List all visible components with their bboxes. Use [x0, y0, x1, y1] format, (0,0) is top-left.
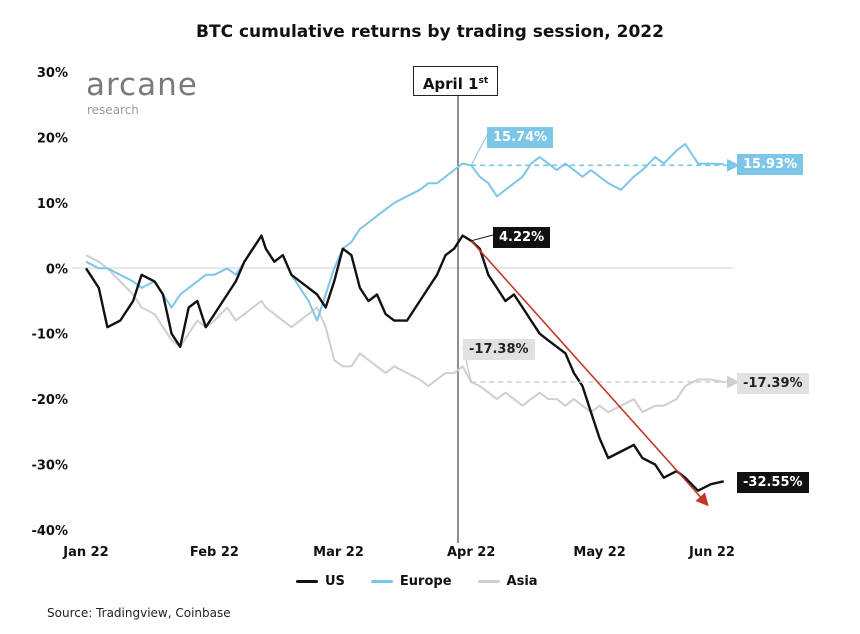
europe-start-connector	[470, 134, 488, 166]
x-tick-label: Feb 22	[190, 545, 239, 560]
chart-title: BTC cumulative returns by trading sessio…	[196, 22, 664, 42]
series-line-europe	[85, 143, 724, 322]
y-tick-label: 20%	[37, 131, 68, 146]
april-label: April 1	[422, 75, 479, 93]
us-trend-arrow	[470, 240, 709, 507]
legend-swatch-asia	[477, 580, 500, 583]
y-axis: 30% 20% 10% 0% -10% -20% -30% -40%	[31, 66, 68, 539]
legend-swatch-us	[296, 580, 318, 583]
y-tick-label: 30%	[37, 66, 68, 81]
legend-item-europe[interactable]: Europe	[370, 574, 452, 589]
x-tick-label: Jun 22	[688, 545, 735, 560]
europe-end-label: 15.93%	[737, 154, 804, 175]
series-line-asia	[85, 254, 724, 414]
us-end-label: -32.55%	[737, 472, 809, 493]
x-tick-label: May 22	[573, 545, 625, 560]
y-tick-label: -30%	[31, 459, 68, 474]
europe-start-label: 15.74%	[487, 127, 554, 148]
series-lines	[84, 143, 724, 492]
april-first-box: April 1st	[413, 66, 498, 96]
annotation-overlays	[462, 134, 740, 507]
y-tick-label: -20%	[31, 393, 68, 408]
legend-label-asia: Asia	[506, 574, 538, 589]
legend-swatch-europe	[370, 580, 393, 583]
y-tick-label: -40%	[31, 524, 68, 539]
x-tick-label: Apr 22	[447, 545, 495, 560]
legend-item-us[interactable]: US	[296, 574, 345, 589]
x-tick-label: Mar 22	[313, 545, 364, 560]
us-start-connector	[471, 234, 494, 242]
april-sup: st	[478, 76, 489, 86]
legend-label-us: US	[325, 574, 345, 589]
arcane-logo: arcane research	[86, 67, 198, 118]
x-axis: Jan 22 Feb 22 Mar 22 Apr 22 May 22 Jun 22	[62, 545, 735, 560]
y-tick-label: 0%	[46, 262, 68, 277]
asia-start-label: -17.38%	[463, 339, 535, 360]
logo-wordmark: arcane	[86, 67, 198, 103]
series-line-us	[84, 234, 724, 492]
x-tick-label: Jan 22	[62, 545, 108, 560]
y-tick-label: 10%	[37, 197, 68, 212]
source-note: Source: Tradingview, Coinbase	[47, 606, 231, 620]
y-tick-label: -10%	[31, 328, 68, 343]
asia-end-label: -17.39%	[737, 373, 809, 394]
logo-subtitle: research	[87, 103, 139, 117]
legend: US Europe Asia	[296, 574, 538, 589]
legend-item-asia[interactable]: Asia	[477, 574, 538, 589]
us-start-label: 4.22%	[493, 227, 551, 248]
legend-label-europe: Europe	[399, 574, 452, 589]
